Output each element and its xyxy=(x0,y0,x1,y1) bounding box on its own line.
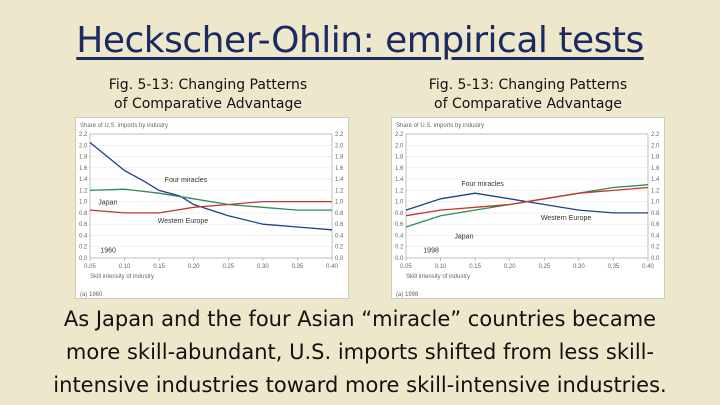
y-tick-label: 1.2 xyxy=(395,188,404,194)
y-tick-label-right: 0.6 xyxy=(335,222,344,228)
y-tick-label-right: 1.4 xyxy=(651,177,660,183)
y-tick-label-right: 2.2 xyxy=(335,132,344,138)
y-axis-label: Share of U.S. imports by industry xyxy=(396,123,484,129)
x-tick-label: 0.40 xyxy=(642,264,654,270)
body-line: intensive industries toward more skill-i… xyxy=(53,373,667,397)
year-label: 1998 xyxy=(423,247,439,254)
panel-label: (a) 1998 xyxy=(396,292,419,298)
y-tick-label-right: 0.8 xyxy=(335,211,344,217)
y-tick-label-right: 1.8 xyxy=(335,155,344,161)
figure-caption-right: Fig. 5-13: Changing Patterns of Comparat… xyxy=(368,76,688,114)
slide-body-text: As Japan and the four Asian “miracle” co… xyxy=(0,303,720,402)
chart-1998: Share of U.S. imports by industry 0.0 0.0 0… xyxy=(395,123,660,298)
series-line-four-miracles xyxy=(89,141,333,231)
y-tick-label-right: 2.0 xyxy=(335,143,344,149)
chart-panel-1960: Share of U.S. imports by industry 0.0 0.0 0… xyxy=(76,118,348,298)
x-tick-label: 0.40 xyxy=(326,264,338,270)
y-tick-label: 1.0 xyxy=(395,200,404,206)
x-tick-label: 0.15 xyxy=(469,264,481,270)
x-tick-label: 0.35 xyxy=(292,264,304,270)
y-tick-label: 1.6 xyxy=(79,166,88,172)
year-label: 1960 xyxy=(100,247,116,254)
x-tick-label: 0.20 xyxy=(504,264,516,270)
y-tick-label-right: 1.8 xyxy=(651,155,660,161)
y-tick-label: 0.8 xyxy=(79,211,88,217)
series-annotation-four-miracles: Four miracles xyxy=(461,181,504,188)
y-tick-label-right: 2.0 xyxy=(651,143,660,149)
x-tick-label: 0.10 xyxy=(435,264,447,270)
y-tick-label: 0.0 xyxy=(395,256,404,262)
caption-line: of Comparative Advantage xyxy=(114,96,302,112)
y-tick-label-right: 0.2 xyxy=(335,245,344,251)
y-tick-label: 1.4 xyxy=(79,177,88,183)
panel-label: (a) 1960 xyxy=(80,292,103,298)
series-annotation-western-europe: Western Europe xyxy=(541,215,592,222)
y-tick-label-right: 0.4 xyxy=(651,233,660,239)
y-tick-label: 0.2 xyxy=(79,245,88,251)
x-axis-label: Skill intensity of industry xyxy=(90,274,154,280)
plot-frame xyxy=(405,133,649,259)
y-tick-label-right: 1.6 xyxy=(651,166,660,172)
x-tick-label: 0.20 xyxy=(188,264,200,270)
y-tick-label: 1.8 xyxy=(395,155,404,161)
series-annotation-japan: Japan xyxy=(454,233,473,240)
slide-title: Heckscher-Ohlin: empirical tests xyxy=(76,20,644,61)
y-tick-label: 2.0 xyxy=(79,143,88,149)
y-tick-label-right: 0.6 xyxy=(651,222,660,228)
x-tick-label: 0.15 xyxy=(153,264,165,270)
y-tick-label-right: 1.4 xyxy=(335,177,344,183)
x-tick-label: 0.25 xyxy=(222,264,234,270)
y-tick-label: 0.8 xyxy=(395,211,404,217)
y-tick-label-right: 0.8 xyxy=(651,211,660,217)
y-axis-label: Share of U.S. imports by industry xyxy=(80,123,168,129)
y-tick-label: 2.2 xyxy=(79,132,88,138)
x-tick-label: 0.30 xyxy=(573,264,585,270)
y-tick-label: 0.2 xyxy=(395,245,404,251)
x-axis-label: Skill intensity of industry xyxy=(406,274,470,280)
series-annotation-japan: Japan xyxy=(98,199,117,206)
body-line: As Japan and the four Asian “miracle” co… xyxy=(63,307,657,331)
series-line-western-europe xyxy=(405,186,649,217)
y-tick-label-right: 1.2 xyxy=(651,188,660,194)
figure-caption-left: Fig. 5-13: Changing Patterns of Comparat… xyxy=(48,76,368,114)
y-tick-label: 0.4 xyxy=(79,233,88,239)
y-tick-label: 0.6 xyxy=(395,222,404,228)
x-tick-label: 0.25 xyxy=(538,264,550,270)
y-tick-label: 1.4 xyxy=(395,177,404,183)
y-tick-label: 1.8 xyxy=(79,155,88,161)
y-tick-label: 1.2 xyxy=(79,188,88,194)
y-tick-label: 0.4 xyxy=(395,233,404,239)
body-line: more skill-abundant, U.S. imports shifte… xyxy=(65,340,655,364)
chart-1960: Share of U.S. imports by industry 0.0 0.0 0… xyxy=(79,123,344,298)
y-tick-label: 2.0 xyxy=(395,143,404,149)
series-line-western-europe xyxy=(89,200,332,214)
x-tick-label: 0.05 xyxy=(84,264,96,270)
series-annotation-western-europe: Western Europe xyxy=(158,218,209,225)
y-tick-label-right: 1.6 xyxy=(335,166,344,172)
series-line-japan xyxy=(89,188,332,211)
x-tick-label: 0.05 xyxy=(400,264,412,270)
y-tick-label: 1.0 xyxy=(79,200,88,206)
x-tick-label: 0.30 xyxy=(257,264,269,270)
y-tick-label: 0.6 xyxy=(79,222,88,228)
y-tick-label-right: 1.0 xyxy=(335,200,344,206)
caption-line: Fig. 5-13: Changing Patterns xyxy=(108,77,308,93)
x-tick-label: 0.10 xyxy=(119,264,131,270)
y-tick-label-right: 2.2 xyxy=(651,132,660,138)
y-tick-label-right: 0.0 xyxy=(651,256,660,262)
plot-frame xyxy=(89,133,333,259)
series-annotation-four-miracles: Four miracles xyxy=(165,177,208,184)
y-tick-label-right: 0.2 xyxy=(651,245,660,251)
caption-line: Fig. 5-13: Changing Patterns xyxy=(428,77,628,93)
caption-line: of Comparative Advantage xyxy=(434,96,622,112)
y-tick-label: 0.0 xyxy=(79,256,88,262)
y-tick-label: 2.2 xyxy=(395,132,404,138)
y-tick-label-right: 1.0 xyxy=(651,200,660,206)
y-tick-label-right: 0.4 xyxy=(335,233,344,239)
y-tick-label-right: 0.0 xyxy=(335,256,344,262)
x-tick-label: 0.35 xyxy=(608,264,620,270)
y-tick-label: 1.6 xyxy=(395,166,404,172)
chart-panel-1998: Share of U.S. imports by industry 0.0 0.0 0… xyxy=(392,118,664,298)
y-tick-label-right: 1.2 xyxy=(335,188,344,194)
